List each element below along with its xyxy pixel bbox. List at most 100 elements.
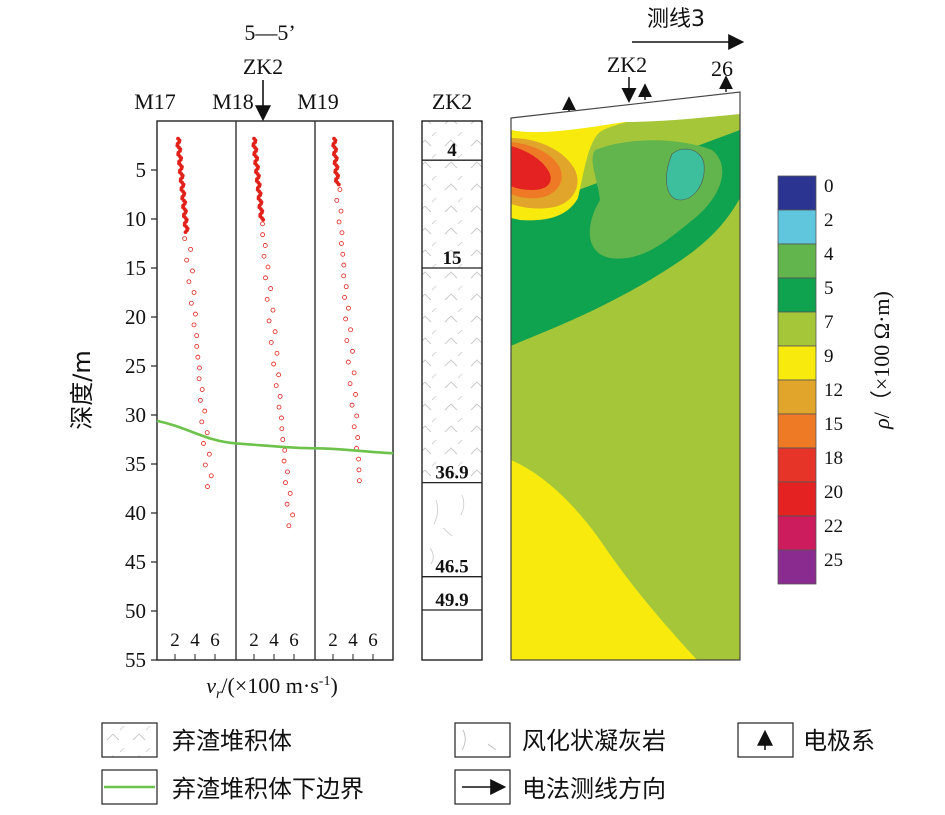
section-frame <box>510 91 741 661</box>
legend-item-boundary: 弃渣堆积体下边界 <box>101 769 364 805</box>
colorbar-swatch <box>777 481 817 517</box>
velocity-point <box>191 290 197 295</box>
x-tick-label: 6 <box>289 630 299 651</box>
velocity-point <box>344 338 350 343</box>
x-tick-label: 4 <box>190 630 200 651</box>
x-tick-label: 2 <box>170 630 180 651</box>
velocity-point <box>273 383 279 389</box>
colorbar-tick-label: 12 <box>824 380 843 401</box>
depth-tick-label: 40 <box>125 501 146 525</box>
velocity-point <box>270 307 276 313</box>
velocity-point <box>287 490 293 496</box>
legend: 弃渣堆积体 风化状凝灰岩 电极系 弃渣堆积体下边界 电法测线方向 <box>101 722 875 805</box>
section-label: 5—5’ <box>244 20 295 45</box>
resistivity-borehole-label: ZK2 <box>607 52 647 77</box>
velocity-point <box>345 359 351 365</box>
colorbar-tick-label: 4 <box>824 244 834 265</box>
legend-item-electrode: 电极系 <box>737 722 875 758</box>
velocity-point <box>272 329 278 335</box>
velocity-point <box>356 456 361 462</box>
velocity-point <box>347 381 353 387</box>
legend-label-debris: 弃渣堆积体 <box>172 727 292 755</box>
velocity-point <box>349 402 355 408</box>
velocity-point <box>285 469 290 475</box>
colorbar-tick-label: 15 <box>824 414 843 435</box>
velocity-point <box>279 426 285 432</box>
velocity-point <box>191 322 197 328</box>
velocity-profile-panel: 5—5’ ZK2 M17 M18 M19 5 10 15 20 25 30 35 40 45 50… <box>68 20 394 702</box>
velocity-point <box>268 286 274 291</box>
debris-lower-boundary-line <box>156 419 394 455</box>
velocity-point <box>281 458 287 464</box>
zone-teal <box>666 148 705 201</box>
depth-tick-label: 30 <box>125 403 146 427</box>
colorbar-tick-label: 18 <box>824 448 843 469</box>
borehole-log-title: ZK2 <box>432 89 472 114</box>
velocity-point <box>186 279 192 285</box>
debris-fill <box>422 121 482 482</box>
depth-tick-label: 20 <box>125 305 146 329</box>
velocity-point <box>184 257 190 263</box>
velocity-point <box>356 467 362 473</box>
depth-tick-label: 55 <box>125 648 146 672</box>
borehole-frame <box>421 120 483 661</box>
velocity-point <box>206 451 212 457</box>
velocity-point <box>263 275 268 281</box>
survey-line-label: 测线3 <box>647 7 705 32</box>
velocity-point <box>261 217 266 222</box>
zone-yellow-lower <box>511 460 697 660</box>
depth-tick-label: 45 <box>125 550 146 574</box>
colorbar-tick-label: 25 <box>824 550 843 571</box>
layer-depth-label: 49.9 <box>435 590 468 611</box>
borehole-layers: 4 15 36.9 46.5 49.9 <box>422 140 482 611</box>
x-tick-label: 2 <box>249 630 259 651</box>
velocity-point <box>336 219 342 225</box>
velocity-point <box>188 246 194 252</box>
velocity-point <box>196 376 202 382</box>
velocity-point <box>264 296 270 302</box>
layer-depth-label: 46.5 <box>435 557 468 578</box>
velocity-point <box>202 462 208 468</box>
velocity-point <box>339 230 345 236</box>
velocity-scatter <box>175 136 362 529</box>
velocity-point <box>341 273 347 279</box>
legend-item-tuff: 风化状凝灰岩 <box>454 722 666 758</box>
velocity-point <box>265 264 271 270</box>
borehole-log-panel: ZK2 4 15 36.9 46.5 49.9 <box>421 89 483 661</box>
velocity-point <box>199 387 205 392</box>
colorbar-swatch <box>777 515 817 551</box>
profile-borehole-label: ZK2 <box>243 54 283 79</box>
velocity-point <box>346 305 351 311</box>
velocity-point <box>260 232 266 238</box>
line-end-label: 26 <box>711 56 733 81</box>
velocity-point <box>276 372 282 378</box>
velocity-point <box>199 419 205 425</box>
colorbar-tick-label: 22 <box>824 516 843 537</box>
x-tick-label: 2 <box>328 630 338 651</box>
velocity-point <box>284 501 290 507</box>
colorbar-swatch <box>777 345 817 381</box>
velocity-point <box>339 241 344 246</box>
colorbar-swatch <box>777 277 817 313</box>
velocity-point <box>290 512 296 518</box>
layer-depth-label: 15 <box>443 248 462 269</box>
velocity-point <box>195 354 201 360</box>
velocity-point <box>188 300 194 306</box>
depth-tick-label: 5 <box>136 158 147 182</box>
velocity-point <box>182 236 188 242</box>
velocity-point <box>355 435 361 440</box>
velocity-point <box>343 284 349 290</box>
velocity-point <box>201 441 206 446</box>
depth-axis: 5 10 15 20 25 30 35 40 45 50 55 <box>125 158 157 672</box>
legend-label-survey-direction: 电法测线方向 <box>522 775 666 803</box>
velocity-point <box>351 370 357 376</box>
velocity-point <box>338 208 344 214</box>
colorbar-swatch <box>777 243 817 279</box>
column-label-m17: M17 <box>134 89 176 114</box>
velocity-point <box>348 327 353 333</box>
legend-item-survey-direction: 电法测线方向 <box>454 769 666 805</box>
velocity-point <box>354 413 360 419</box>
velocity-point <box>280 437 286 442</box>
velocity-point <box>205 484 210 489</box>
